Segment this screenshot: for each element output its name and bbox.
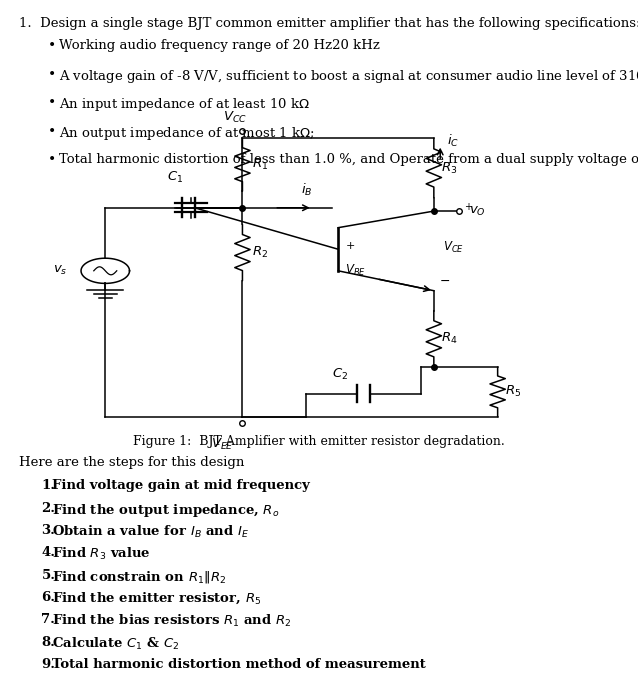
Text: $R_2$: $R_2$ <box>252 245 268 260</box>
Text: An input impedance of at least 10 k$\Omega$: An input impedance of at least 10 k$\Ome… <box>59 96 309 113</box>
Text: 5.: 5. <box>41 569 56 582</box>
Text: Total harmonic distortion of less than 1.0 %, and Operate from a dual supply vol: Total harmonic distortion of less than 1… <box>59 153 638 166</box>
Text: $R_3$: $R_3$ <box>441 160 458 175</box>
Text: $-$: $-$ <box>439 274 450 287</box>
Text: $V_{EE}$: $V_{EE}$ <box>211 437 234 452</box>
Text: Find constrain on $R_1 \| R_2$: Find constrain on $R_1 \| R_2$ <box>52 569 226 585</box>
Text: Find the emitter resistor, $R_5$: Find the emitter resistor, $R_5$ <box>52 591 262 607</box>
Text: •: • <box>48 125 56 139</box>
Text: 1.  Design a single stage BJT common emitter amplifier that has the following sp: 1. Design a single stage BJT common emit… <box>19 17 638 30</box>
Text: 8.: 8. <box>41 636 56 649</box>
Text: $v_O$: $v_O$ <box>469 204 486 217</box>
Text: 2.: 2. <box>41 502 56 515</box>
Text: •: • <box>48 68 56 82</box>
Text: $V_{BE}$: $V_{BE}$ <box>345 263 366 278</box>
Text: 1.: 1. <box>41 479 56 492</box>
Text: $R_1$: $R_1$ <box>252 157 268 172</box>
Text: 9.: 9. <box>41 658 56 671</box>
Text: Find the output impedance, $R_o$: Find the output impedance, $R_o$ <box>52 502 279 519</box>
Text: Calculate $C_1$ & $C_2$: Calculate $C_1$ & $C_2$ <box>52 636 180 652</box>
Text: Total harmonic distortion method of measurement: Total harmonic distortion method of meas… <box>52 658 426 671</box>
Text: Find the bias resistors $R_1$ and $R_2$: Find the bias resistors $R_1$ and $R_2$ <box>52 613 292 630</box>
Text: Obtain a value for $I_B$ and $I_E$: Obtain a value for $I_B$ and $I_E$ <box>52 524 249 540</box>
Text: $i_C$: $i_C$ <box>447 133 459 150</box>
Text: $C_2$: $C_2$ <box>332 367 348 382</box>
Text: $V_{CE}$: $V_{CE}$ <box>443 240 464 255</box>
Text: $+$: $+$ <box>464 200 473 212</box>
Text: 7.: 7. <box>41 613 56 626</box>
Text: An output impedance of at most 1 k$\Omega$;: An output impedance of at most 1 k$\Omeg… <box>59 125 315 141</box>
Text: $C_1$: $C_1$ <box>167 169 184 185</box>
Text: 4.: 4. <box>41 546 56 559</box>
Text: $R_5$: $R_5$ <box>505 385 521 399</box>
Text: Here are the steps for this design: Here are the steps for this design <box>19 456 244 469</box>
Text: $+$: $+$ <box>345 240 355 251</box>
Text: 6.: 6. <box>41 591 56 604</box>
Text: •: • <box>48 96 56 110</box>
Text: A voltage gain of -8 V/V, sufficient to boost a signal at consumer audio line le: A voltage gain of -8 V/V, sufficient to … <box>59 68 638 85</box>
Text: Figure 1:  BJT Amplifier with emitter resistor degradation.: Figure 1: BJT Amplifier with emitter res… <box>133 435 505 448</box>
Text: 3.: 3. <box>41 524 56 537</box>
Text: Find voltage gain at mid frequency: Find voltage gain at mid frequency <box>52 479 310 492</box>
Text: •: • <box>48 153 56 167</box>
Text: •: • <box>48 39 56 53</box>
Text: $V_{CC}$: $V_{CC}$ <box>223 110 248 125</box>
Text: $v_s$: $v_s$ <box>52 264 67 278</box>
Text: $i_B$: $i_B$ <box>300 181 312 198</box>
Text: Working audio frequency range of 20 Hz20 kHz: Working audio frequency range of 20 Hz20… <box>59 39 380 52</box>
Text: $R_4$: $R_4$ <box>441 331 458 347</box>
Text: Find $R_3$ value: Find $R_3$ value <box>52 546 151 563</box>
